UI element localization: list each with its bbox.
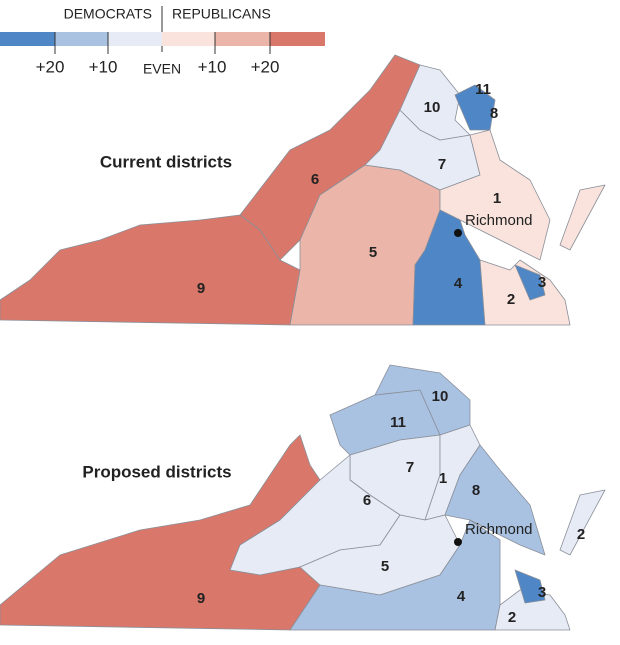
city-marker bbox=[454, 538, 462, 546]
district bbox=[439, 129, 551, 261]
legend-right-title: REPUBLICANS bbox=[172, 6, 271, 22]
district-label: 4 bbox=[457, 588, 466, 605]
city-label: Richmond bbox=[465, 212, 533, 229]
legend-scale-label: EVEN bbox=[143, 61, 181, 77]
district-label: 11 bbox=[390, 414, 406, 431]
district-label: 9 bbox=[197, 280, 205, 297]
district-label: 5 bbox=[381, 558, 389, 575]
district bbox=[494, 589, 571, 631]
district bbox=[454, 84, 496, 131]
district bbox=[559, 184, 606, 251]
district-label: 3 bbox=[538, 584, 546, 601]
district-label: 8 bbox=[472, 482, 480, 499]
legend-scale-label: +20 bbox=[36, 57, 65, 76]
district-label: 10 bbox=[424, 99, 441, 116]
district bbox=[514, 264, 546, 301]
proposed-map: Proposed districts Richmond 10 11 7 1 8 … bbox=[0, 364, 606, 631]
district-label: 11 bbox=[475, 81, 491, 98]
district-label: 2 bbox=[577, 526, 585, 543]
legend-swatch bbox=[0, 32, 55, 46]
district-label: 10 bbox=[432, 388, 449, 405]
district-label: 6 bbox=[363, 492, 371, 509]
district-label: 8 bbox=[490, 105, 498, 122]
legend-left-title: DEMOCRATS bbox=[64, 6, 152, 22]
current-map: Current districts Richmond 11 8 10 7 1 6… bbox=[0, 54, 606, 326]
district bbox=[559, 489, 606, 556]
district bbox=[0, 214, 301, 326]
legend-scale-label: +20 bbox=[251, 57, 280, 76]
district-label: 3 bbox=[538, 274, 546, 291]
legend: DEMOCRATS REPUBLICANS +20 +10 EVEN +10 +… bbox=[0, 6, 325, 77]
district-label: 2 bbox=[507, 291, 515, 308]
district-label: 4 bbox=[454, 275, 463, 292]
district bbox=[399, 64, 471, 141]
legend-swatch bbox=[215, 32, 270, 46]
district-label: 1 bbox=[439, 470, 447, 487]
city-label: Richmond bbox=[465, 521, 533, 538]
district bbox=[479, 259, 571, 326]
district bbox=[514, 569, 546, 604]
legend-swatch bbox=[108, 32, 162, 46]
city-marker bbox=[454, 229, 462, 237]
district-label: 7 bbox=[438, 156, 446, 173]
legend-scale-label: +10 bbox=[198, 57, 227, 76]
district-label: 5 bbox=[369, 244, 377, 261]
legend-swatch bbox=[55, 32, 108, 46]
district-label: 1 bbox=[493, 190, 501, 207]
legend-swatch bbox=[162, 32, 215, 46]
district-label: 6 bbox=[311, 171, 319, 188]
district bbox=[444, 444, 546, 556]
district-label: 9 bbox=[197, 590, 205, 607]
district-label: 7 bbox=[406, 459, 414, 476]
district bbox=[289, 519, 501, 631]
district bbox=[374, 364, 471, 436]
map-title: Current districts bbox=[100, 152, 232, 171]
district-label: 2 bbox=[508, 609, 516, 626]
map-title: Proposed districts bbox=[82, 462, 231, 481]
legend-swatch bbox=[270, 32, 325, 46]
legend-scale-label: +10 bbox=[89, 57, 118, 76]
